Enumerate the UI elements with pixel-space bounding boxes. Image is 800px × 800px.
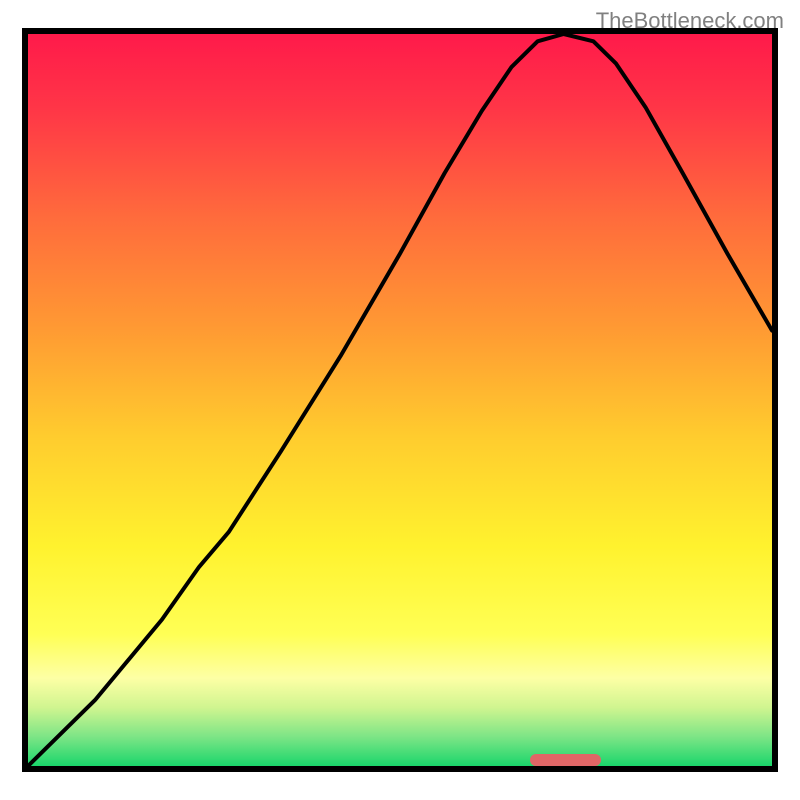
chart-container: { "watermark": { "text": "TheBottleneck.…: [0, 0, 800, 800]
chart-frame: [22, 28, 778, 772]
watermark-text: TheBottleneck.com: [596, 8, 784, 34]
bottleneck-curve: [28, 34, 772, 766]
valley-marker: [530, 754, 601, 766]
